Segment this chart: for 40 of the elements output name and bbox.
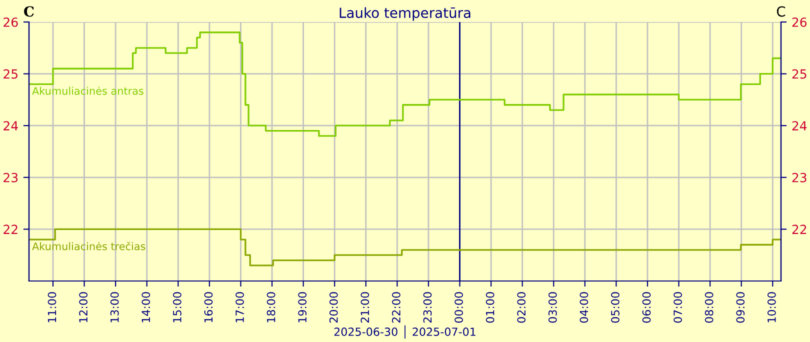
x-tick-label: 14:00 [142, 292, 150, 322]
x-tick-label: 02:00 [517, 292, 526, 323]
x-tick-label: 13:00 [110, 292, 119, 322]
y-tick-label: 24 [4, 121, 18, 130]
x-tick-label: 20:00 [329, 292, 338, 323]
y2-tick-label: 26 [792, 17, 807, 27]
x-tick-label: 03:00 [548, 292, 557, 323]
x-tick-label: 10:00 [767, 292, 776, 322]
x-tick-label: 01:00 [486, 292, 494, 323]
series-label: Akumuliacinės antras [32, 86, 144, 95]
x-tick-label: 11:00 [48, 292, 56, 322]
x-tick-label: 00:00 [454, 292, 463, 323]
y2-tick-label: 24 [792, 121, 807, 130]
x-tick-label: 09:00 [736, 292, 745, 323]
y2-tick-label: 22 [792, 224, 806, 234]
x-tick-label: 04:00 [580, 292, 588, 323]
x-tick-label: 18:00 [266, 292, 276, 322]
chart-title: Lauko temperatūra [340, 7, 470, 21]
x-tick-label: 23:00 [423, 292, 432, 323]
y2-axis-title: C [776, 6, 786, 17]
x-tick-label: 12:00 [79, 292, 88, 322]
text: 2025-06-30 │ 2025-07-01 [334, 325, 476, 339]
y-tick-label: 25 [4, 69, 18, 79]
series-label: Akumuliacinės trečias [32, 242, 146, 250]
x-tick-label: 17:00 [236, 292, 244, 322]
y-tick-label: 22 [4, 224, 18, 234]
y2-tick-label: 25 [792, 69, 806, 79]
x-tick-label: 08:00 [704, 292, 714, 323]
x-tick-label: 07:00 [674, 292, 682, 323]
y-tick-label: 26 [4, 17, 18, 27]
x-tick-label: 21:00 [360, 292, 370, 323]
x-tick-label: 16:00 [204, 292, 213, 322]
x-tick-label: 15:00 [172, 292, 182, 322]
y-tick-label: 23 [4, 172, 18, 182]
x-tick-label: 19:00 [298, 292, 307, 322]
y2-tick-label: 23 [792, 172, 806, 182]
y-axis-title: C [24, 6, 34, 17]
x-tick-label: 22:00 [392, 292, 400, 323]
x-tick-label: 05:00 [611, 292, 620, 323]
x-tick-label: 06:00 [642, 292, 651, 323]
